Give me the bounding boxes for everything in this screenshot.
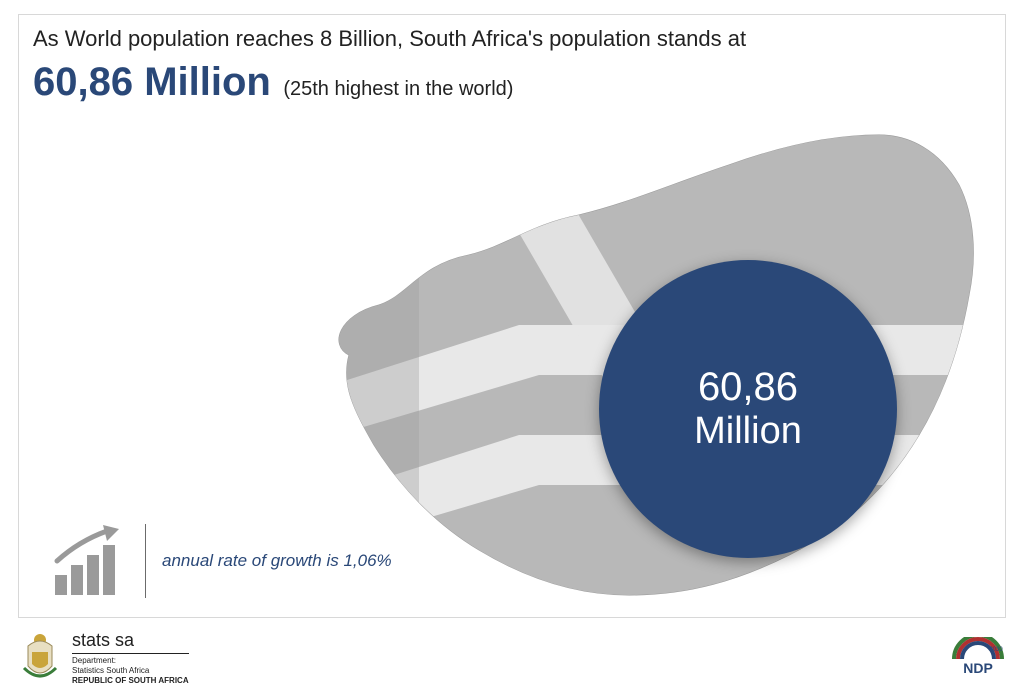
footer-left: stats sa Department: Statistics South Af… bbox=[18, 630, 189, 686]
main-panel: As World population reaches 8 Billion, S… bbox=[18, 14, 1006, 618]
circle-value: 60,86 bbox=[698, 364, 798, 410]
population-circle: 60,86 Million bbox=[599, 260, 897, 558]
growth-divider bbox=[145, 524, 146, 598]
circle-unit: Million bbox=[694, 410, 802, 454]
bar-chart-arrow-icon bbox=[49, 521, 129, 601]
population-value: 60,86 Million bbox=[33, 60, 271, 104]
ndp-label-text: NDP bbox=[963, 660, 993, 676]
growth-rate-block: annual rate of growth is 1,06% bbox=[49, 521, 392, 601]
header-block: As World population reaches 8 Billion, S… bbox=[33, 25, 933, 105]
growth-rate-text: annual rate of growth is 1,06% bbox=[162, 551, 392, 571]
ndp-logo: NDP 2030 bbox=[950, 637, 1006, 679]
stats-sa-brand: stats sa bbox=[72, 630, 189, 651]
stats-sa-text-block: stats sa Department: Statistics South Af… bbox=[72, 630, 189, 686]
footer: stats sa Department: Statistics South Af… bbox=[18, 628, 1006, 688]
coat-of-arms-icon bbox=[18, 632, 62, 684]
header-intro-text: As World population reaches 8 Billion, S… bbox=[33, 25, 933, 54]
stats-sa-department: Department: Statistics South Africa REPU… bbox=[72, 653, 189, 686]
ndp-year-text: 2030 bbox=[989, 647, 1003, 653]
dept-line3: REPUBLIC OF SOUTH AFRICA bbox=[72, 676, 189, 686]
dept-line1: Department: bbox=[72, 656, 189, 666]
dept-line2: Statistics South Africa bbox=[72, 666, 189, 676]
